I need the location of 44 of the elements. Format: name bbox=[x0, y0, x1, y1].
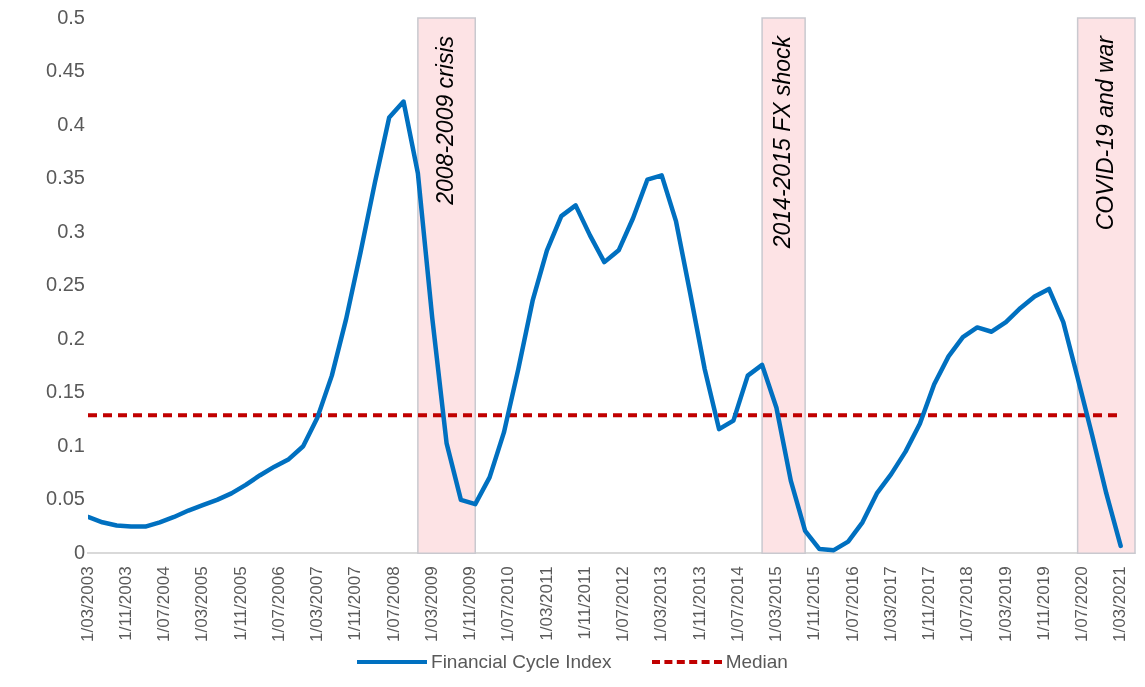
x-tick-label: 1/11/2019 bbox=[1033, 566, 1053, 641]
x-tick-label: 1/03/2007 bbox=[307, 566, 327, 643]
x-tick-label: 1/11/2009 bbox=[460, 566, 480, 641]
x-tick-label: 1/03/2015 bbox=[766, 566, 786, 643]
band-label: 2008-2009 crisis bbox=[431, 35, 458, 206]
x-tick-label: 1/07/2008 bbox=[383, 566, 403, 643]
y-tick-label: 0.1 bbox=[57, 433, 85, 456]
x-tick-label: 1/03/2017 bbox=[880, 566, 900, 643]
y-tick-label: 0.45 bbox=[46, 59, 85, 82]
legend-label: Financial Cycle Index bbox=[431, 651, 612, 673]
x-tick-label: 1/11/2007 bbox=[345, 566, 365, 641]
x-tick-label: 1/03/2019 bbox=[995, 566, 1015, 643]
x-tick-label: 1/03/2009 bbox=[421, 566, 441, 643]
y-tick-label: 0.25 bbox=[46, 273, 85, 296]
y-tick-label: 0.4 bbox=[57, 112, 85, 135]
band-label: 2014-2015 FX shock bbox=[769, 34, 795, 250]
y-tick-label: 0 bbox=[73, 540, 85, 563]
x-tick-label: 1/03/2011 bbox=[536, 566, 556, 641]
x-tick-label: 1/03/2005 bbox=[192, 566, 212, 643]
x-tick-label: 1/07/2006 bbox=[268, 566, 288, 643]
x-tick-label: 1/07/2010 bbox=[498, 566, 518, 643]
y-tick-label: 0.05 bbox=[46, 487, 85, 510]
legend-label: Median bbox=[725, 651, 788, 673]
y-tick-label: 0.5 bbox=[57, 5, 85, 28]
x-tick-label: 1/03/2013 bbox=[651, 566, 671, 643]
x-tick-label: 1/07/2004 bbox=[154, 566, 174, 643]
y-tick-label: 0.35 bbox=[46, 166, 85, 189]
y-tick-label: 0.15 bbox=[46, 380, 85, 403]
x-tick-label: 1/07/2016 bbox=[842, 566, 862, 643]
x-tick-label: 1/11/2003 bbox=[115, 566, 135, 641]
y-tick-label: 0.3 bbox=[57, 219, 85, 242]
x-tick-label: 1/07/2012 bbox=[613, 566, 633, 643]
x-tick-label: 1/07/2018 bbox=[957, 566, 977, 643]
band-label: COVID-19 and war bbox=[1091, 34, 1118, 231]
x-tick-label: 1/11/2015 bbox=[804, 566, 824, 641]
x-tick-label: 1/03/2021 bbox=[1110, 566, 1130, 643]
x-tick-label: 1/11/2005 bbox=[230, 566, 250, 641]
x-tick-label: 1/11/2017 bbox=[919, 566, 939, 641]
x-tick-label: 1/03/2003 bbox=[77, 566, 97, 643]
x-tick-label: 1/07/2014 bbox=[727, 566, 747, 643]
x-tick-label: 1/11/2013 bbox=[689, 566, 709, 641]
x-tick-label: 1/11/2011 bbox=[574, 566, 594, 640]
x-tick-label: 1/07/2020 bbox=[1072, 566, 1092, 643]
y-tick-label: 0.2 bbox=[57, 326, 85, 349]
